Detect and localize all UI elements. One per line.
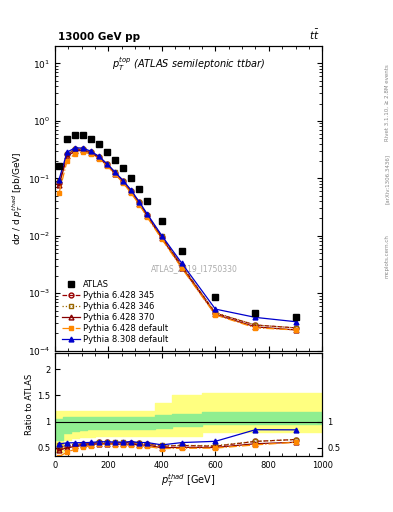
Text: $p_T^{top}$ (ATLAS semileptonic ttbar): $p_T^{top}$ (ATLAS semileptonic ttbar) bbox=[112, 55, 265, 73]
X-axis label: $p_T^{thad}$ [GeV]: $p_T^{thad}$ [GeV] bbox=[161, 472, 216, 489]
Text: 13000 GeV pp: 13000 GeV pp bbox=[58, 32, 140, 41]
Legend: ATLAS, Pythia 6.428 345, Pythia 6.428 346, Pythia 6.428 370, Pythia 6.428 defaul: ATLAS, Pythia 6.428 345, Pythia 6.428 34… bbox=[59, 277, 171, 347]
Text: ATLAS_2019_I1750330: ATLAS_2019_I1750330 bbox=[151, 264, 237, 273]
Text: $t\bar{t}$: $t\bar{t}$ bbox=[309, 28, 320, 41]
Text: Rivet 3.1.10, ≥ 2.8M events: Rivet 3.1.10, ≥ 2.8M events bbox=[385, 64, 389, 141]
Text: mcplots.cern.ch: mcplots.cern.ch bbox=[385, 234, 389, 278]
Text: [arXiv:1306.3436]: [arXiv:1306.3436] bbox=[385, 154, 389, 204]
Y-axis label: d$\sigma$ / d $p_T^{thad}$ [pb/GeV]: d$\sigma$ / d $p_T^{thad}$ [pb/GeV] bbox=[10, 152, 25, 245]
Y-axis label: Ratio to ATLAS: Ratio to ATLAS bbox=[25, 374, 34, 435]
